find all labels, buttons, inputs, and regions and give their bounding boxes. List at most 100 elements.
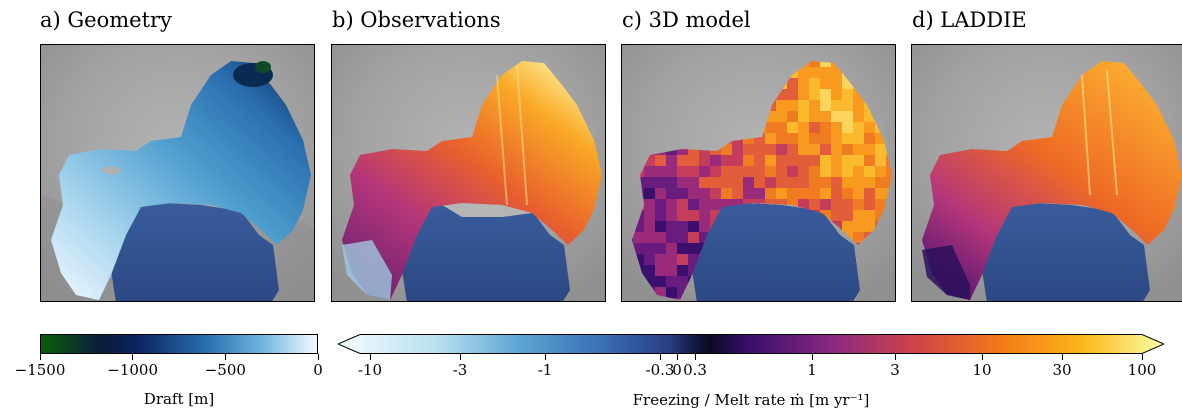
model-melt-cell — [677, 254, 688, 265]
model-melt-cell — [655, 243, 666, 254]
model-melt-cell — [842, 177, 853, 188]
model-melt-cell — [666, 287, 677, 298]
model-melt-cell — [886, 177, 892, 188]
model-melt-cell — [842, 199, 853, 210]
model-melt-cell — [842, 78, 853, 89]
model-melt-cell — [633, 254, 644, 265]
model-melt-cell — [688, 199, 699, 210]
model-melt-cell — [776, 177, 787, 188]
model-melt-cell — [886, 166, 892, 177]
model-melt-cell — [787, 199, 798, 210]
model-melt-cell — [666, 199, 677, 210]
melt-tick-mark — [369, 354, 371, 360]
model-melt-cell — [666, 221, 677, 232]
model-melt-cell — [644, 221, 655, 232]
draft-tick-mark — [39, 354, 41, 360]
model-melt-cell — [875, 210, 886, 221]
model-melt-cell — [831, 122, 842, 133]
melt-tick-label: 1 — [807, 361, 817, 379]
model-melt-cell — [809, 78, 820, 89]
model-melt-cell — [853, 155, 864, 166]
model-melt-cell — [809, 100, 820, 111]
model-melt-cell — [809, 89, 820, 100]
model-melt-cell — [677, 221, 688, 232]
model-melt-cell — [853, 133, 864, 144]
model-melt-cell — [787, 166, 798, 177]
model-melt-cell — [754, 177, 765, 188]
model-melt-cell — [831, 155, 842, 166]
draft-tick-label: −500 — [204, 361, 246, 379]
draft-tick-label: −1000 — [107, 361, 159, 379]
model-melt-cell — [842, 133, 853, 144]
model-melt-cell — [776, 144, 787, 155]
model-melt-cell — [853, 210, 864, 221]
model-melt-cell — [655, 155, 666, 166]
model-melt-cell — [842, 221, 853, 232]
model-melt-cell — [864, 133, 875, 144]
model-melt-cell — [787, 177, 798, 188]
model-melt-cell — [864, 188, 875, 199]
model-melt-cell — [644, 232, 655, 243]
model-melt-cell — [688, 254, 699, 265]
melt-tick-label: -1 — [537, 361, 553, 379]
model-melt-cell — [644, 177, 655, 188]
model-melt-cell — [875, 144, 886, 155]
model-melt-cell — [644, 254, 655, 265]
model-melt-cell — [699, 221, 710, 232]
melt-tick-mark — [676, 354, 678, 360]
melt-tick-mark — [981, 354, 983, 360]
model-melt-cell — [688, 188, 699, 199]
model-melt-cell — [688, 221, 699, 232]
model-melt-cell — [655, 276, 666, 287]
model-melt-cell — [677, 155, 688, 166]
model-melt-cell — [842, 188, 853, 199]
model-melt-cell — [677, 265, 688, 276]
ocean-region — [402, 203, 570, 301]
model-melt-cell — [798, 166, 809, 177]
model-melt-cell — [809, 188, 820, 199]
model-melt-cell — [798, 67, 809, 78]
model-melt-cell — [666, 210, 677, 221]
model-melt-cell — [798, 133, 809, 144]
draft-tick-mark — [132, 354, 134, 360]
model-melt-cell — [820, 210, 831, 221]
model-melt-cell — [842, 155, 853, 166]
model-melt-cell — [831, 199, 842, 210]
model-melt-cell — [820, 89, 831, 100]
ocean-region — [982, 203, 1150, 301]
model-melt-cell — [776, 89, 787, 100]
melt-tick-mark — [811, 354, 813, 360]
model-melt-cell — [710, 210, 721, 221]
model-melt-cell — [765, 133, 776, 144]
draft-tick-mark — [224, 354, 226, 360]
model-melt-cell — [842, 100, 853, 111]
melt-tick-mark — [544, 354, 546, 360]
model-melt-cell — [809, 144, 820, 155]
model-melt-cell — [754, 144, 765, 155]
model-melt-cell — [853, 166, 864, 177]
model-melt-cell — [655, 177, 666, 188]
model-melt-cell — [875, 166, 886, 177]
model-melt-cell — [798, 199, 809, 210]
model-melt-cell — [842, 210, 853, 221]
model-melt-cell — [842, 166, 853, 177]
model-melt-cell — [809, 177, 820, 188]
model-melt-cell — [831, 67, 842, 78]
melt-tick-label: 30 — [1052, 361, 1072, 379]
model-melt-cell — [776, 155, 787, 166]
melt-tick-label: 0.3 — [683, 361, 707, 379]
model-melt-cell — [743, 166, 754, 177]
panel-geometry — [40, 44, 315, 302]
panel-title-observations: b) Observations — [332, 8, 501, 32]
model-melt-cell — [633, 243, 644, 254]
model-melt-cell — [688, 166, 699, 177]
model-melt-cell — [743, 155, 754, 166]
draft-colorbar — [40, 334, 318, 354]
draft-tick-label: 0 — [313, 361, 323, 379]
model-melt-cell — [765, 166, 776, 177]
melt-tick-mark — [894, 354, 896, 360]
model-melt-cell — [798, 89, 809, 100]
model-melt-cell — [798, 144, 809, 155]
model-melt-cell — [666, 232, 677, 243]
model-melt-cell — [831, 144, 842, 155]
